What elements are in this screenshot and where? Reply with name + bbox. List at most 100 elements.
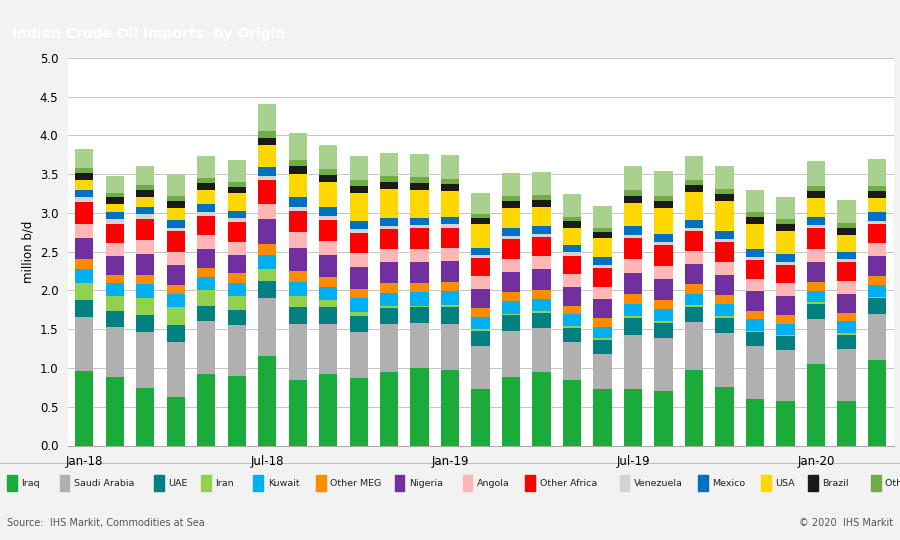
Bar — [746, 399, 764, 446]
Bar — [837, 313, 856, 321]
Bar — [166, 201, 184, 208]
Bar — [380, 182, 399, 189]
Bar — [533, 372, 551, 445]
Bar — [349, 298, 368, 312]
Bar — [319, 277, 338, 287]
Bar — [716, 166, 733, 189]
Bar — [837, 262, 856, 281]
Bar — [746, 224, 764, 249]
FancyBboxPatch shape — [201, 475, 211, 491]
Bar — [410, 282, 428, 292]
FancyBboxPatch shape — [871, 475, 881, 491]
Bar — [685, 179, 703, 185]
Bar — [806, 191, 825, 198]
Bar — [349, 180, 368, 186]
Bar — [105, 296, 124, 312]
Bar — [562, 328, 581, 342]
Bar — [654, 300, 672, 309]
Bar — [105, 377, 124, 446]
Bar — [624, 226, 643, 234]
Bar — [777, 335, 795, 336]
Text: Kuwait: Kuwait — [267, 479, 300, 488]
Bar — [624, 196, 643, 203]
Bar — [289, 324, 307, 380]
Bar — [746, 291, 764, 310]
Bar — [75, 224, 94, 238]
Bar — [380, 177, 399, 182]
Bar — [593, 318, 612, 327]
Bar — [624, 303, 643, 316]
Bar — [258, 356, 276, 446]
Bar — [806, 198, 825, 217]
Bar — [228, 211, 246, 218]
Bar — [410, 306, 428, 307]
Bar — [166, 294, 184, 307]
Bar — [777, 324, 795, 335]
Bar — [441, 282, 459, 291]
Bar — [472, 308, 490, 317]
Bar — [806, 248, 825, 262]
Text: Iran: Iran — [215, 479, 234, 488]
Bar — [105, 224, 124, 243]
Bar — [380, 372, 399, 445]
Bar — [593, 287, 612, 299]
Bar — [197, 184, 215, 191]
Bar — [624, 238, 643, 259]
Bar — [228, 193, 246, 211]
Bar — [502, 228, 520, 236]
Bar — [410, 225, 428, 228]
Bar — [472, 317, 490, 329]
Bar — [441, 324, 459, 370]
Bar — [472, 214, 490, 218]
Bar — [349, 378, 368, 446]
Bar — [289, 232, 307, 248]
Text: USA: USA — [775, 479, 795, 488]
Bar — [441, 191, 459, 217]
Bar — [75, 148, 94, 168]
Bar — [228, 222, 246, 241]
Bar — [716, 316, 733, 318]
Bar — [105, 255, 124, 275]
Bar — [75, 238, 94, 259]
Text: UAE: UAE — [168, 479, 187, 488]
Bar — [136, 191, 155, 197]
Bar — [380, 293, 399, 306]
Bar — [75, 259, 94, 269]
Bar — [166, 220, 184, 227]
Bar — [502, 239, 520, 259]
Bar — [349, 186, 368, 193]
Bar — [105, 193, 124, 197]
Bar — [593, 206, 612, 227]
Bar — [349, 253, 368, 267]
Bar — [472, 389, 490, 446]
Bar — [349, 221, 368, 229]
Bar — [868, 191, 886, 198]
Bar — [777, 315, 795, 324]
Bar — [410, 177, 428, 183]
Bar — [806, 228, 825, 248]
Bar — [197, 204, 215, 212]
Bar — [166, 397, 184, 446]
Bar — [197, 212, 215, 216]
Bar — [166, 232, 184, 252]
Bar — [472, 330, 490, 346]
Bar — [837, 200, 856, 223]
Bar — [289, 211, 307, 232]
Bar — [258, 104, 276, 131]
FancyBboxPatch shape — [808, 475, 818, 491]
Bar — [136, 207, 155, 214]
Text: Brazil: Brazil — [823, 479, 849, 488]
Bar — [868, 360, 886, 445]
Bar — [654, 323, 672, 339]
Bar — [533, 226, 551, 234]
Bar — [319, 255, 338, 277]
Bar — [228, 325, 246, 376]
Bar — [105, 219, 124, 224]
Bar — [289, 166, 307, 174]
Bar — [380, 284, 399, 293]
Bar — [105, 312, 124, 327]
Bar — [716, 189, 733, 194]
Bar — [806, 161, 825, 186]
Bar — [533, 207, 551, 226]
Bar — [258, 219, 276, 244]
